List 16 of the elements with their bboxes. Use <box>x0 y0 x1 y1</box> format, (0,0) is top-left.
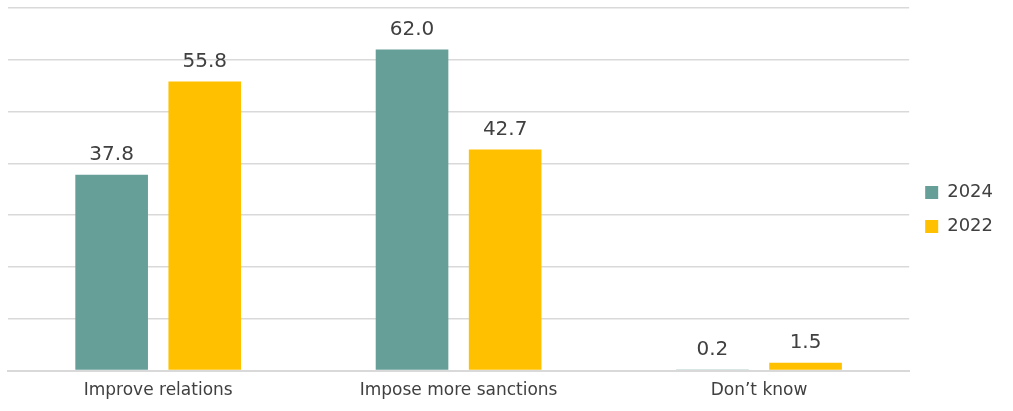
data-label: 1.5 <box>789 329 822 354</box>
bar <box>769 362 842 370</box>
data-label: 62.0 <box>389 15 435 40</box>
bar <box>168 81 242 370</box>
data-label: 0.2 <box>696 335 729 360</box>
bar <box>468 149 542 370</box>
data-label: 42.7 <box>482 115 528 140</box>
x-tick-label: Improve relations <box>83 379 233 400</box>
legend-label: 2024 <box>947 180 993 202</box>
data-label: 37.8 <box>89 141 134 165</box>
bar <box>75 174 148 370</box>
data-label: 55.8 <box>182 47 228 72</box>
bar <box>375 49 449 370</box>
x-tick-label: Don’t know <box>710 379 808 400</box>
x-tick-label: Impose more sanctions <box>359 379 558 400</box>
legend-label: 2022 <box>947 214 993 236</box>
